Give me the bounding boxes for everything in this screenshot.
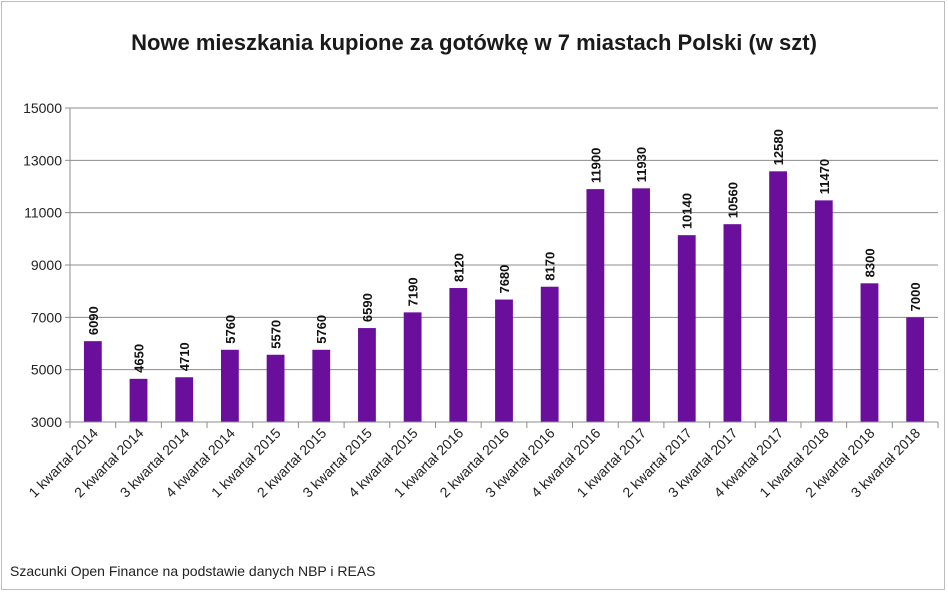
data-label: 5570 [269,320,284,349]
data-label: 6090 [86,306,101,335]
y-tick-label: 9000 [31,257,62,273]
data-label: 11470 [817,159,832,194]
bar [814,200,833,422]
data-label: 4710 [177,342,192,371]
bar [129,378,148,422]
bar [312,349,331,422]
data-label: 8300 [862,248,877,277]
data-label: 10560 [725,182,740,218]
data-labels: 6090 4650 4710 5760 5570 5760 6590 7190 8120 7680… [86,129,923,373]
data-label: 6590 [360,293,375,322]
data-label: 7190 [406,277,421,306]
data-label: 5760 [223,315,238,344]
data-label: 10140 [680,193,695,229]
y-axis: 3000 5000 7000 9000 11000 13000 15000 [23,100,71,430]
chart-title: Nowe mieszkania kupione za gotówkę w 7 m… [131,30,817,55]
y-tick-label: 5000 [31,362,62,378]
bars [83,171,925,422]
bar [632,188,650,422]
bar [220,349,239,422]
bar [677,235,696,422]
data-label: 8170 [543,252,558,281]
y-tick-label: 11000 [24,205,62,221]
bar [495,299,513,422]
bar [175,377,194,422]
y-tick-label: 13000 [23,152,62,168]
data-label: 5760 [314,315,329,344]
bar [723,224,742,422]
data-label: 8120 [451,253,466,282]
y-tick-label: 15000 [23,100,62,116]
y-tick-label: 7000 [31,309,62,325]
data-label: 11900 [588,148,603,183]
bar [906,317,925,422]
bar [83,341,102,422]
data-label: 7000 [908,282,923,311]
bar [769,171,788,422]
data-label: 7680 [497,265,512,294]
bar [403,312,422,422]
data-label: 11930 [634,147,649,182]
bar [860,283,879,422]
bar [358,328,376,422]
bar [540,286,559,422]
bar [449,288,468,422]
data-label: 12580 [771,129,786,165]
data-label: 4650 [132,344,147,373]
bar [266,354,285,422]
y-tick-label: 3000 [31,414,62,430]
source-note: Szacunki Open Finance na podstawie danyc… [10,563,376,579]
bar [586,189,605,422]
